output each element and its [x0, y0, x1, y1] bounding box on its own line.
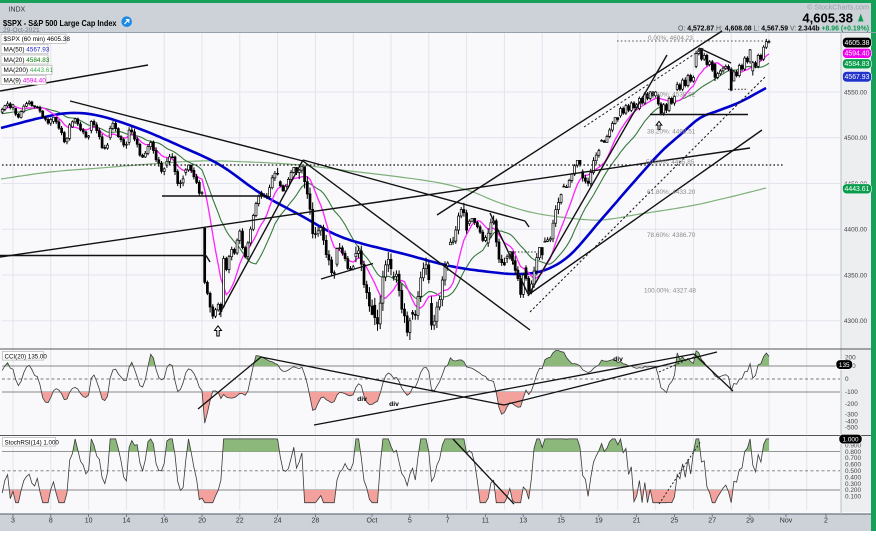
svg-text:MA(20) 4584.83: MA(20) 4584.83	[4, 57, 50, 64]
svg-text:MA(50) 4567.93: MA(50) 4567.93	[4, 47, 50, 54]
svg-text:CCI(20) 135.00: CCI(20) 135.00	[5, 353, 48, 360]
svg-text:4350.00: 4350.00	[844, 272, 868, 279]
svg-text:4400.00: 4400.00	[844, 227, 868, 234]
svg-text:100.00%: 4327.48: 100.00%: 4327.48	[644, 288, 696, 295]
svg-text:© StockCharts.com: © StockCharts.com	[807, 3, 869, 12]
svg-text:78.60%: 4386.70: 78.60%: 4386.70	[647, 232, 696, 239]
svg-text:2: 2	[824, 517, 828, 524]
svg-text:16: 16	[160, 517, 168, 524]
svg-text:MA(200) 4443.61: MA(200) 4443.61	[4, 67, 54, 74]
svg-text:div: div	[357, 396, 367, 403]
svg-text:-300: -300	[845, 412, 858, 419]
svg-text:19: 19	[595, 517, 603, 524]
svg-text:$SPX (60 min) 4605.38: $SPX (60 min) 4605.38	[4, 36, 71, 43]
svg-text:Nov: Nov	[780, 517, 793, 524]
svg-text:4300.00: 4300.00	[844, 318, 868, 325]
svg-text:27: 27	[708, 517, 716, 524]
svg-text:0.300: 0.300	[845, 481, 861, 488]
svg-text:4443.61: 4443.61	[845, 186, 870, 193]
svg-text:24: 24	[274, 517, 282, 524]
svg-text:14: 14	[123, 517, 131, 524]
svg-text:0.800: 0.800	[845, 449, 861, 456]
svg-text:135: 135	[839, 362, 850, 369]
svg-text:61.80%: 4433.20: 61.80%: 4433.20	[647, 189, 696, 196]
svg-text:0.500: 0.500	[845, 468, 861, 475]
svg-text:div: div	[613, 356, 623, 363]
svg-text:22: 22	[236, 517, 244, 524]
svg-text:-200: -200	[845, 401, 858, 408]
svg-text:4594.40: 4594.40	[845, 51, 870, 58]
svg-text:0.100: 0.100	[845, 494, 861, 501]
svg-text:0.00%: 4604.23: 0.00%: 4604.23	[648, 35, 693, 42]
svg-text:-500: -500	[845, 425, 858, 432]
svg-text:23.60%: 4538.92: 23.60%: 4538.92	[647, 92, 696, 99]
svg-text:4567.93: 4567.93	[845, 74, 870, 81]
svg-text:$SPX - S&P 500 Large Cap Index: $SPX - S&P 500 Large Cap Index	[3, 18, 117, 28]
svg-text:29-Oct-2021: 29-Oct-2021	[3, 27, 40, 34]
svg-text:4605.38: 4605.38	[845, 40, 870, 47]
svg-text:0.200: 0.200	[845, 487, 861, 494]
svg-text:0.600: 0.600	[845, 462, 861, 469]
svg-text:29: 29	[746, 517, 754, 524]
svg-text:0.700: 0.700	[845, 455, 861, 462]
svg-text:21: 21	[633, 517, 641, 524]
svg-text:5: 5	[408, 517, 412, 524]
svg-text:4500.00: 4500.00	[844, 135, 868, 142]
svg-text:INDX: INDX	[9, 7, 26, 14]
svg-text:1.000: 1.000	[843, 436, 859, 443]
svg-text:-400: -400	[845, 419, 858, 426]
svg-text:50.00%: 4465.85: 50.00%: 4465.85	[646, 159, 695, 166]
svg-text:4550.00: 4550.00	[844, 89, 868, 96]
svg-text:200: 200	[845, 355, 856, 362]
svg-text:7: 7	[446, 517, 450, 524]
svg-text:38.20%: 4498.51: 38.20%: 4498.51	[647, 129, 696, 136]
svg-text:28: 28	[312, 517, 320, 524]
svg-text:StochRSI(14) 1.000: StochRSI(14) 1.000	[5, 439, 60, 446]
svg-text:0: 0	[845, 376, 849, 383]
svg-text:15: 15	[557, 517, 565, 524]
svg-text:0.400: 0.400	[845, 474, 861, 481]
svg-text:Oct: Oct	[367, 517, 378, 524]
svg-text:div: div	[389, 401, 399, 408]
svg-text:3: 3	[11, 517, 15, 524]
svg-text:8: 8	[49, 517, 53, 524]
svg-text:25: 25	[671, 517, 679, 524]
svg-text:-100: -100	[845, 389, 858, 396]
svg-text:4,605.38: 4,605.38	[802, 11, 853, 26]
svg-text:4584.83: 4584.83	[845, 61, 870, 68]
svg-text:20: 20	[198, 517, 206, 524]
svg-text:O: 4,572.87 H: 4,608.08 L:: O: 4,572.87 H: 4,608.08 L: 4,567.59 V: 2…	[678, 26, 869, 33]
svg-text:10: 10	[85, 517, 93, 524]
svg-text:11: 11	[482, 517, 489, 524]
svg-text:MA(9) 4594.40: MA(9) 4594.40	[4, 77, 47, 84]
svg-text:13: 13	[519, 517, 527, 524]
svg-text:0.900: 0.900	[845, 443, 861, 450]
